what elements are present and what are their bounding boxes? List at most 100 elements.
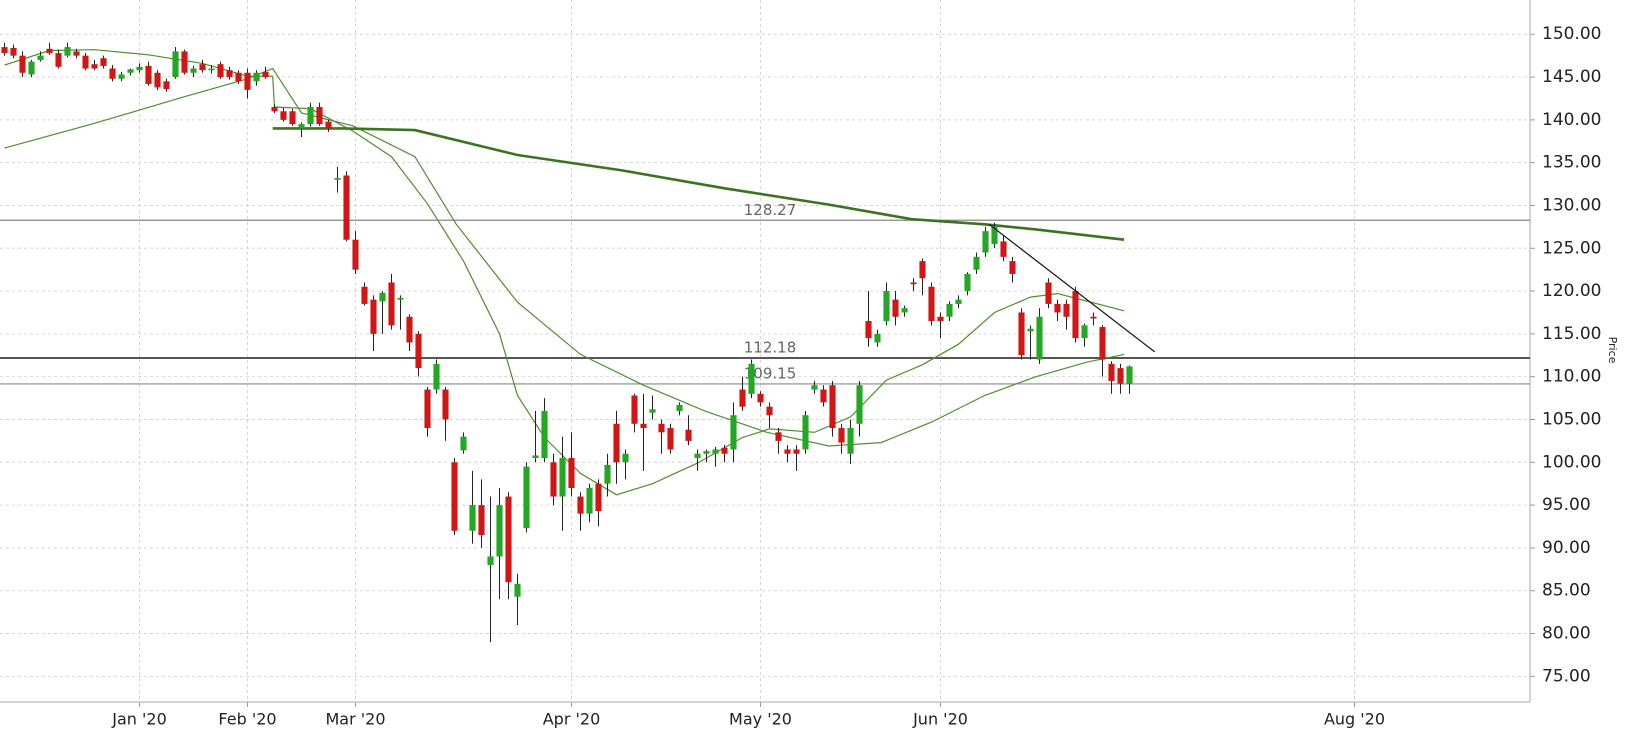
y-tick-label: 125.00	[1542, 238, 1601, 258]
candle-body	[361, 286, 368, 304]
candle-body	[388, 282, 395, 326]
candle-body	[946, 303, 953, 317]
candle-body	[1009, 261, 1016, 274]
candle-body	[766, 406, 773, 416]
candle-body	[109, 68, 116, 79]
candle-body	[10, 47, 17, 56]
x-tick-label: Jun '20	[912, 710, 968, 729]
candle-body	[262, 71, 269, 78]
candle-body	[343, 175, 350, 240]
candle-body	[181, 51, 188, 73]
candle-body	[397, 297, 404, 300]
candle-body	[532, 455, 539, 459]
x-tick-label: Feb '20	[218, 710, 276, 729]
candle-body	[514, 583, 521, 597]
candle-body	[973, 256, 980, 270]
candle-body	[505, 496, 512, 583]
candle-body	[145, 65, 152, 84]
candle-body	[199, 64, 206, 71]
candle-body	[658, 423, 665, 433]
y-tick-label: 120.00	[1542, 281, 1601, 301]
y-tick-label: 150.00	[1542, 24, 1601, 44]
candle-body	[460, 436, 467, 451]
candle-body	[1027, 328, 1034, 332]
candle-body	[559, 458, 566, 497]
candle-body	[442, 389, 449, 420]
y-axis-title: Price	[1606, 337, 1619, 364]
candle-body	[73, 51, 80, 56]
candle-body	[838, 428, 845, 443]
candle-body	[1099, 327, 1106, 360]
candle-body	[721, 447, 728, 454]
moving-average	[272, 127, 1125, 241]
candle-body	[172, 51, 179, 78]
candle-body	[883, 291, 890, 322]
candle-body	[541, 410, 548, 459]
candle-body	[1108, 363, 1115, 381]
candle-body	[793, 449, 800, 454]
y-tick-label: 135.00	[1542, 153, 1601, 173]
candle-body	[1000, 241, 1007, 257]
y-tick-label: 95.00	[1542, 495, 1591, 515]
x-tick-label: Apr '20	[543, 710, 601, 729]
y-tick-label: 75.00	[1542, 666, 1591, 686]
candle-body	[631, 395, 638, 424]
y-tick-label: 140.00	[1542, 110, 1601, 130]
candle-body	[910, 282, 917, 285]
candle-body	[676, 404, 683, 411]
candle-body	[325, 121, 332, 129]
candle-body	[550, 462, 557, 497]
candle-body	[874, 333, 881, 343]
candle-body	[604, 464, 611, 484]
candle-body	[937, 316, 944, 322]
x-tick-label: Aug '20	[1324, 710, 1385, 729]
candle-body	[784, 449, 791, 454]
candle-body	[37, 55, 44, 60]
y-tick-label: 85.00	[1542, 581, 1591, 601]
candle-body	[217, 64, 224, 78]
candle-body	[136, 66, 143, 71]
candle-body	[730, 415, 737, 450]
candle-body	[685, 429, 692, 441]
candle-body	[307, 107, 314, 125]
candle-body	[919, 261, 926, 279]
candle-body	[352, 239, 359, 270]
candle-body	[406, 316, 413, 343]
candle-body	[775, 432, 782, 441]
candle-body	[586, 487, 593, 514]
candle-body	[64, 47, 71, 56]
candle-body	[622, 453, 629, 463]
candle-body	[163, 81, 170, 90]
candle-body	[568, 458, 575, 488]
candle-body	[982, 231, 989, 253]
candle-body	[856, 385, 863, 424]
candle-body	[1, 47, 8, 54]
candle-body	[1063, 303, 1070, 317]
candle-body	[100, 58, 107, 66]
candle-body	[127, 69, 134, 73]
candle-body	[496, 505, 503, 557]
candle-body	[901, 308, 908, 313]
level-label: 128.27	[744, 201, 797, 219]
y-tick-label: 100.00	[1542, 452, 1601, 472]
candle-body	[649, 409, 656, 413]
candle-body	[739, 389, 746, 407]
candle-body	[379, 292, 386, 302]
y-tick-label: 110.00	[1542, 367, 1601, 387]
candle-body	[811, 385, 818, 390]
candle-body	[487, 556, 494, 566]
candle-body	[928, 286, 935, 322]
candle-body	[118, 74, 125, 79]
candle-body	[991, 226, 998, 244]
candle-body	[235, 72, 242, 82]
x-tick-label: Mar '20	[325, 710, 385, 729]
x-tick-label: Jan '20	[111, 710, 167, 729]
candle-body	[28, 61, 35, 75]
candle-body	[1045, 282, 1052, 304]
candle-body	[433, 363, 440, 390]
candle-body	[271, 107, 278, 112]
y-tick-label: 90.00	[1542, 538, 1591, 558]
candle-body	[595, 483, 602, 512]
candle-body	[1018, 312, 1025, 356]
candle-body	[1081, 325, 1088, 339]
